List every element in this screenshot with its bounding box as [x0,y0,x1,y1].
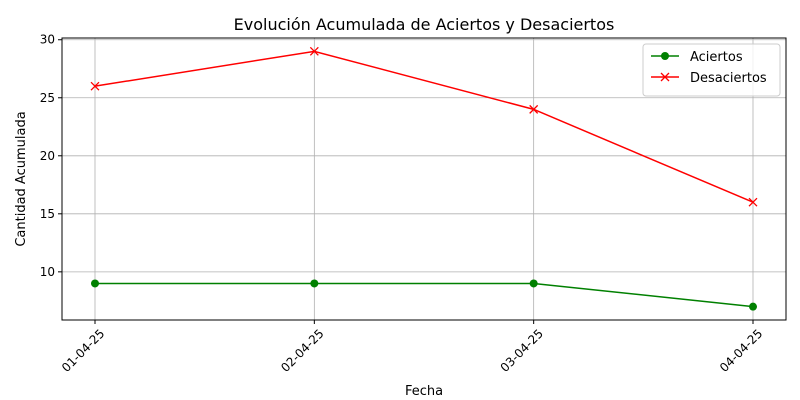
chart-title: Evolución Acumulada de Aciertos y Desaci… [234,15,615,34]
grid-layer [62,38,786,320]
data-point-desaciertos [529,104,539,114]
series-layer [90,46,758,311]
legend-label-aciertos: Aciertos [690,50,743,65]
x-tick-label: 04-04-25 [717,326,765,374]
x-axis-label: Fecha [405,384,443,399]
x-tick-label: 02-04-25 [278,326,326,374]
y-tick-label: 15 [40,207,55,221]
x-tick-label: 03-04-25 [498,326,546,374]
y-tick-label: 25 [40,91,55,105]
legend: Aciertos Desaciertos [642,43,781,97]
y-tick-label: 10 [40,265,55,279]
plot-frame [61,37,787,321]
data-point-desaciertos [309,46,319,56]
legend-label-desaciertos: Desaciertos [690,71,767,86]
y-axis-label: Cantidad Acumulada [14,111,29,246]
legend-marker-aciertos [661,52,669,60]
legend-marker-desaciertos [660,72,670,82]
data-point-desaciertos [748,197,758,207]
series-line-desaciertos [94,50,754,203]
data-point-aciertos [91,279,99,288]
x-tick-label: 01-04-25 [59,326,107,374]
series-line-aciertos [95,282,754,308]
data-point-aciertos [749,302,757,311]
legend-box [642,43,781,97]
data-point-aciertos [310,279,319,288]
y-tick-label: 30 [40,33,55,47]
y-tick-label: 20 [40,149,55,163]
data-point-desaciertos [90,81,100,91]
data-point-aciertos [529,279,538,288]
